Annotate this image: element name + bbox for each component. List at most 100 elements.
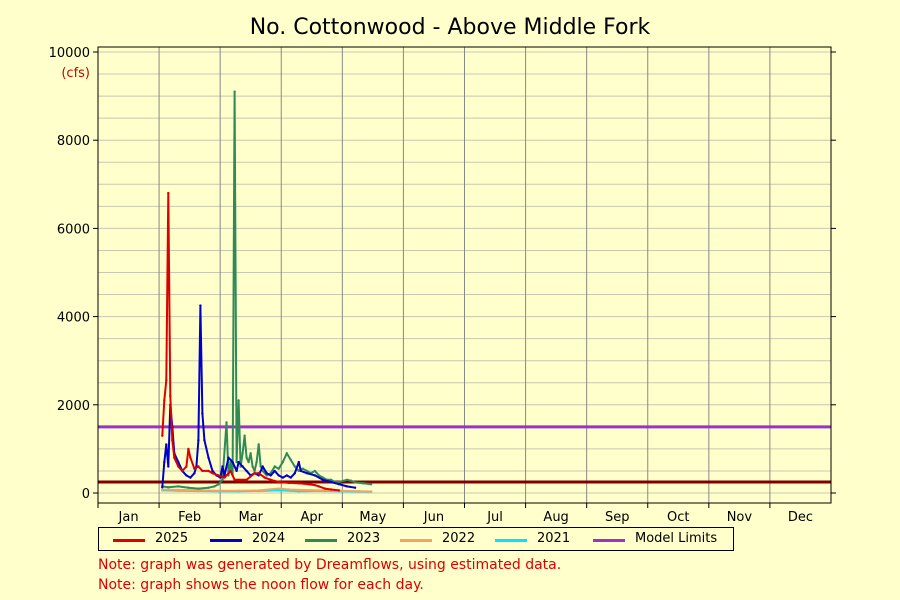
data-point [165, 379, 168, 382]
data-point [297, 488, 300, 492]
data-point [337, 483, 341, 486]
data-point [361, 482, 365, 485]
data-point [217, 483, 220, 486]
data-point [241, 465, 244, 468]
data-point [189, 476, 192, 479]
data-point [285, 452, 288, 455]
data-point [253, 469, 256, 473]
data-point [255, 460, 258, 464]
data-point [201, 469, 204, 473]
data-point [245, 456, 248, 459]
y-tick-label: 4000 [57, 311, 90, 326]
data-point [221, 478, 224, 481]
data-point [297, 469, 300, 473]
x-tick-label: Aug [543, 510, 568, 525]
data-point [207, 486, 210, 489]
data-point [187, 486, 190, 489]
data-point [317, 489, 321, 492]
data-point [163, 460, 166, 464]
data-point [189, 456, 192, 459]
data-point [207, 456, 210, 459]
data-point [317, 474, 321, 477]
data-point [167, 191, 170, 195]
data-point [321, 476, 325, 479]
data-point [353, 486, 357, 489]
x-tick-label: Jun [423, 510, 444, 525]
data-point [277, 474, 280, 477]
data-point [259, 465, 262, 468]
data-point [235, 469, 238, 473]
data-point [181, 469, 184, 473]
data-point [233, 478, 236, 481]
data-point [217, 474, 220, 477]
data-point [177, 488, 180, 492]
data-point [297, 460, 300, 464]
data-point [227, 456, 230, 459]
data-point [257, 489, 260, 492]
data-point [167, 486, 170, 489]
data-point [265, 474, 268, 477]
y-tick-label: 6000 [57, 222, 90, 237]
data-point [263, 476, 266, 479]
data-point [273, 465, 276, 468]
data-point [253, 472, 256, 475]
data-point [281, 460, 284, 464]
data-point [297, 482, 300, 485]
data-point [237, 489, 240, 492]
data-point [277, 487, 280, 490]
data-point [201, 412, 204, 415]
data-point [287, 488, 290, 491]
data-point [217, 489, 220, 492]
data-point [287, 481, 290, 485]
data-point [293, 465, 296, 468]
x-tick-label: Apr [301, 510, 324, 525]
data-point [197, 487, 200, 490]
data-point [337, 480, 341, 484]
data-point [349, 479, 353, 482]
data-point [161, 434, 164, 437]
data-point [197, 438, 200, 442]
data-point [193, 467, 196, 470]
x-tick-label: Nov [727, 510, 753, 525]
data-point [177, 465, 180, 468]
data-point [161, 488, 164, 491]
data-point [249, 452, 252, 455]
data-point [247, 460, 250, 464]
legend-label: 2022 [442, 531, 476, 546]
data-point [223, 476, 226, 479]
data-point [229, 469, 232, 473]
data-point [269, 478, 272, 481]
legend-label: Model Limits [635, 531, 718, 546]
data-point [289, 476, 292, 479]
data-point [177, 460, 180, 464]
legend-swatch [593, 539, 625, 542]
data-point [171, 438, 174, 442]
x-tick-label: Mar [238, 510, 263, 525]
data-point [211, 469, 214, 473]
data-point [245, 469, 248, 473]
data-point [221, 465, 224, 468]
data-point [329, 488, 333, 491]
data-point [197, 465, 200, 468]
data-point [187, 447, 190, 451]
data-point [207, 469, 210, 473]
chart-title: No. Cottonwood - Above Middle Fork [250, 15, 651, 40]
data-point [161, 486, 164, 489]
legend-swatch [400, 539, 432, 542]
legend-swatch [495, 539, 527, 542]
data-point [237, 478, 240, 481]
data-point [169, 394, 172, 398]
legend-swatch [305, 539, 337, 542]
note-estimated-data: Note: graph was generated by Dreamflows,… [98, 557, 562, 573]
data-point [321, 478, 325, 481]
data-point [299, 469, 302, 473]
x-tick-label: Oct [667, 510, 689, 525]
data-point [369, 483, 373, 486]
data-point [261, 465, 264, 468]
x-tick-label: Feb [178, 510, 201, 525]
y-tick-label: 0 [82, 487, 90, 502]
y-unit-label: (cfs) [61, 66, 90, 81]
data-point [313, 469, 317, 473]
data-point [277, 480, 280, 484]
